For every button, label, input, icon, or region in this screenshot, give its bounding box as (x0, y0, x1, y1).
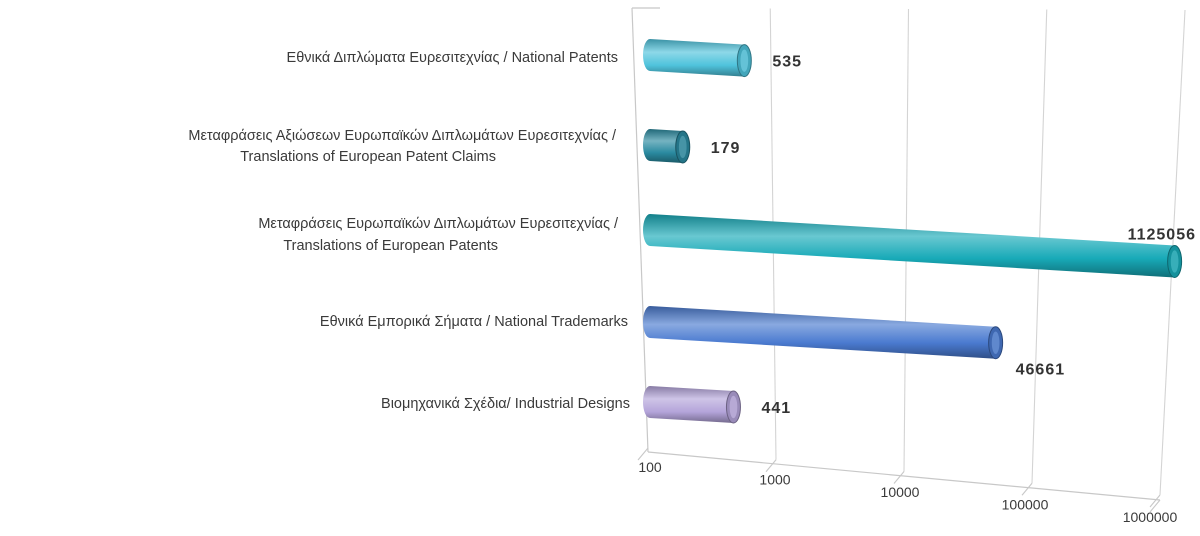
bar (643, 214, 1183, 278)
category-label-line: Translations of European Patent Claims (240, 149, 496, 165)
bar (643, 386, 741, 424)
axis-floor-front-edge (1149, 499, 1161, 513)
data-label: 46661 (1016, 362, 1066, 379)
x-tick-label: 1000000 (1123, 509, 1178, 525)
bar (643, 129, 691, 164)
bar-body (643, 306, 1003, 359)
bar (643, 306, 1004, 360)
bar-body (643, 39, 752, 77)
x-tick-label: 100 (638, 459, 662, 475)
bars (643, 39, 1183, 424)
x-tick-label: 1000 (759, 472, 790, 488)
bar-end-highlight (740, 49, 749, 72)
data-label: 535 (772, 54, 802, 71)
bar-end-highlight (991, 331, 1000, 354)
category-label-line: Εθνικά Διπλώματα Ευρεσιτεχνίας / Nationa… (287, 50, 618, 66)
x-tick-label: 10000 (881, 484, 920, 500)
category-label-line: Εθνικά Εμπορικά Σήματα / National Tradem… (320, 314, 628, 330)
labels: 100 1000 10000 100000 1000000 535 179 1125056 46… (188, 50, 1196, 525)
bar-body (643, 386, 741, 424)
data-label: 1125056 (1128, 226, 1196, 243)
category-label: Μεταφράσεις Αξιώσεων Ευρωπαϊκών Διπλωμάτ… (188, 128, 617, 165)
category-label-line: Μεταφράσεις Αξιώσεων Ευρωπαϊκών Διπλωμάτ… (188, 128, 617, 144)
category-label: Βιομηχανικά Σχέδια/ Industrial Designs (381, 396, 630, 412)
data-label: 441 (761, 400, 791, 417)
gridline-floor (893, 471, 905, 484)
gridline-floor (765, 459, 777, 473)
gridline-floor (1021, 482, 1033, 496)
bar-end-highlight (729, 395, 738, 419)
category-label-line: Translations of European Patents (283, 238, 498, 254)
gridline-floor (637, 447, 649, 461)
gridline-floor (1149, 494, 1161, 508)
category-label: Εθνικά Εμπορικά Σήματα / National Tradem… (320, 314, 628, 330)
category-label-line: Βιομηχανικά Σχέδια/ Industrial Designs (381, 396, 630, 412)
bar-end-highlight (1170, 250, 1179, 273)
axis-wall-left (631, 7, 649, 453)
data-label: 179 (711, 140, 741, 157)
axis-floor-back (647, 451, 1161, 501)
category-label-line: Μεταφράσεις Ευρωπαϊκών Διπλωμάτων Ευρεσι… (258, 216, 619, 232)
bar-end-highlight (678, 135, 687, 159)
bar (643, 39, 752, 78)
category-label: Μεταφράσεις Ευρωπαϊκών Διπλωμάτων Ευρεσι… (258, 216, 619, 254)
x-tick-label: 100000 (1002, 497, 1049, 513)
category-label: Εθνικά Διπλώματα Ευρεσιτεχνίας / Nationa… (287, 50, 618, 66)
bar-body (643, 214, 1182, 278)
